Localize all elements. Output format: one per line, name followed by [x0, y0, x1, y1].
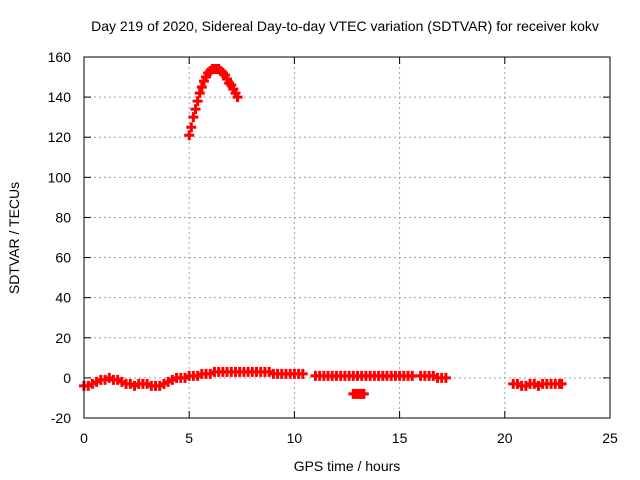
axis-ticks: [83, 56, 611, 419]
y-tick-labels: -20 0 20 40 60 80 100 120 140 160: [48, 49, 72, 426]
x-tick-label: 10: [287, 430, 303, 446]
data-point: [407, 370, 418, 381]
data-point: [358, 388, 369, 399]
y-tick-label: 80: [55, 209, 71, 225]
data-point: [440, 372, 451, 383]
y-tick-label: 0: [63, 370, 71, 386]
x-tick-label: 0: [80, 430, 88, 446]
y-tick-label: 60: [55, 250, 71, 266]
series-sdtvar: [79, 64, 567, 399]
data-point: [188, 112, 199, 123]
y-tick-label: 120: [48, 129, 72, 145]
grid-lines: [84, 57, 610, 418]
x-tick-label: 5: [185, 430, 193, 446]
data-series: [79, 64, 567, 399]
x-axis-label: GPS time / hours: [294, 458, 401, 474]
y-tick-label: -20: [51, 410, 71, 426]
data-point: [297, 368, 308, 379]
data-point: [232, 92, 243, 103]
x-tick-label: 20: [497, 430, 513, 446]
y-axis-label: SDTVAR / TECUs: [6, 182, 22, 294]
plot-frame: [83, 56, 611, 419]
data-point: [190, 104, 201, 115]
y-tick-label: 100: [48, 169, 72, 185]
x-tick-label: 25: [602, 430, 618, 446]
data-point: [194, 88, 205, 99]
y-tick-label: 20: [55, 330, 71, 346]
data-point: [556, 378, 567, 389]
data-point: [192, 96, 203, 107]
data-point: [196, 82, 207, 93]
y-tick-label: 140: [48, 89, 72, 105]
data-point: [186, 122, 197, 133]
x-tick-labels: 0 5 10 15 20 25: [80, 430, 618, 446]
y-tick-label: 40: [55, 290, 71, 306]
y-tick-label: 160: [48, 49, 72, 65]
chart-title: Day 219 of 2020, Sidereal Day-to-day VTE…: [91, 18, 599, 34]
data-point: [184, 130, 195, 141]
x-tick-label: 15: [392, 430, 408, 446]
